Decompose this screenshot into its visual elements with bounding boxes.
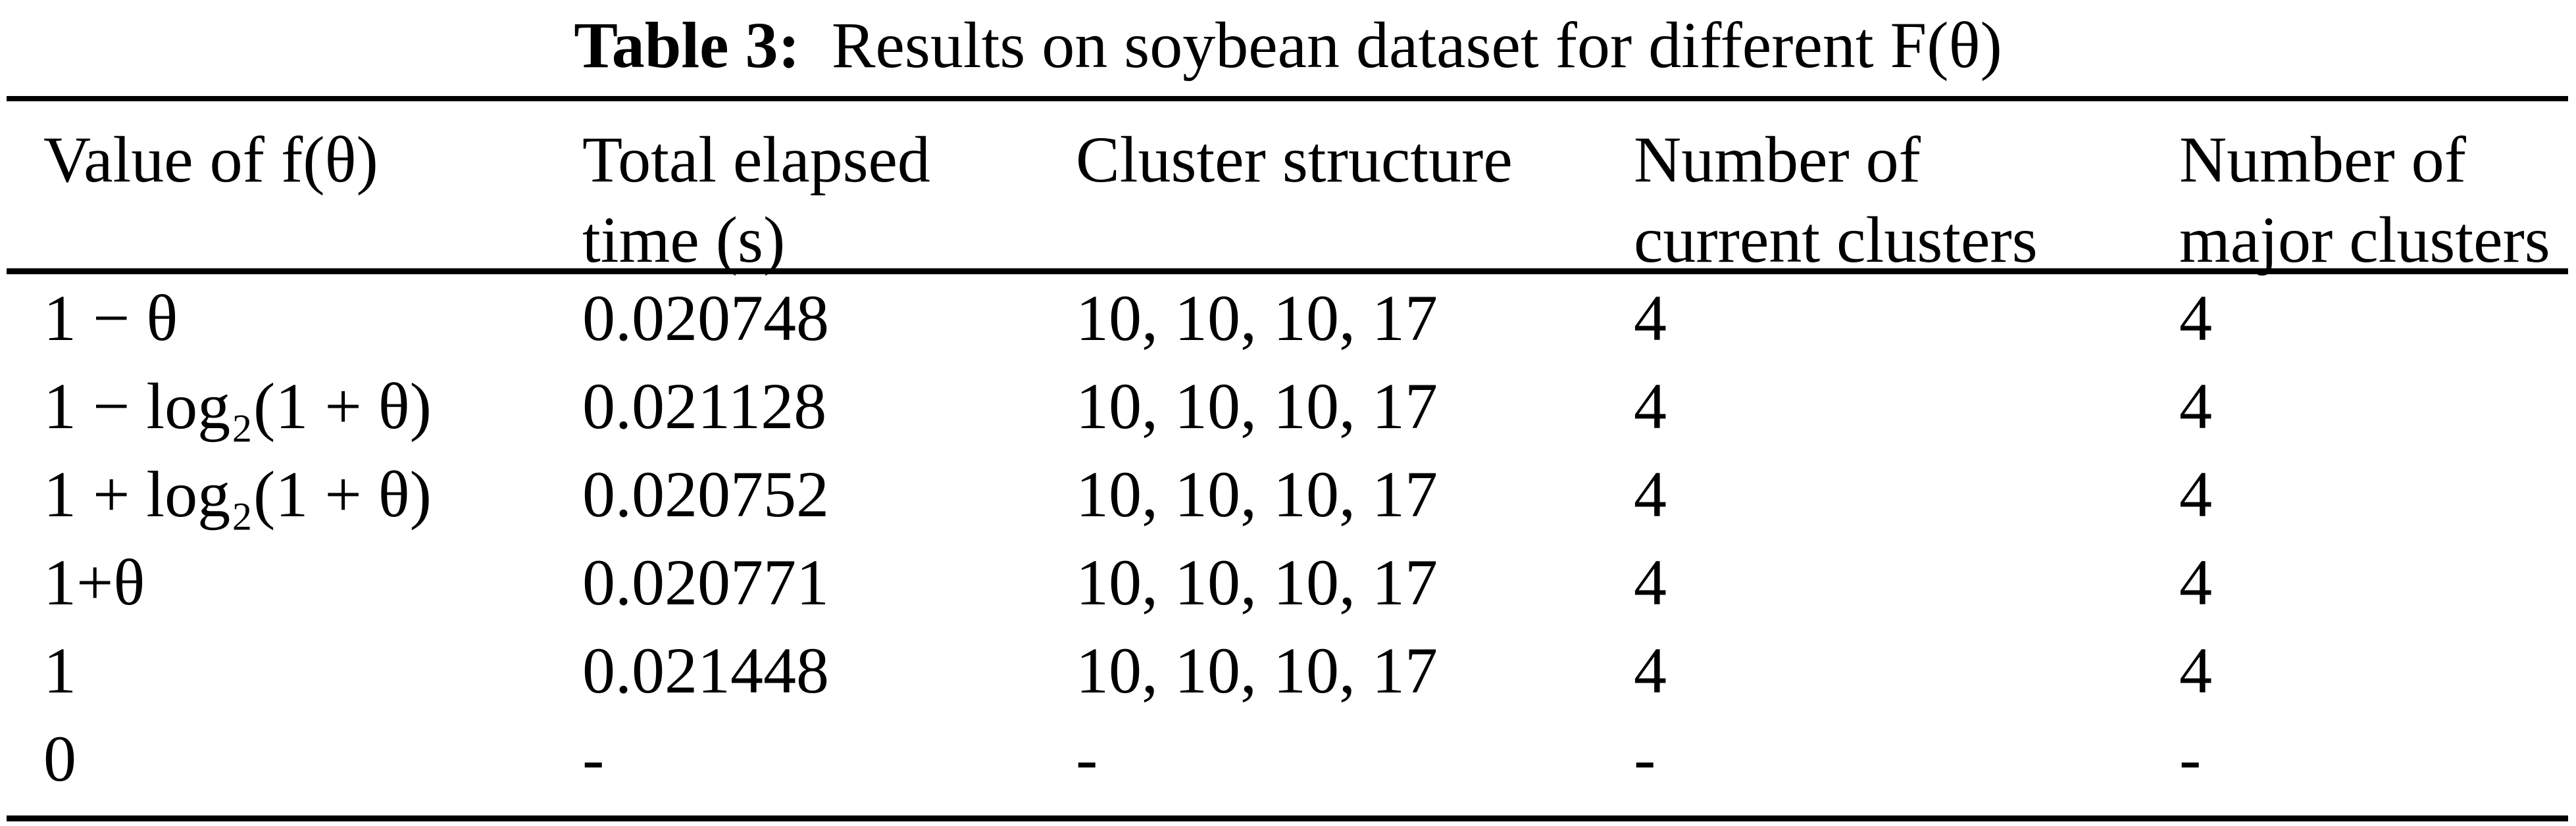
table-cell: 1+θ bbox=[43, 546, 145, 619]
table-cell: 4 bbox=[1634, 370, 1667, 443]
table-cell: 4 bbox=[2179, 634, 2212, 707]
table-cell: 0.021448 bbox=[582, 634, 829, 707]
table-caption-label: Table 3: bbox=[574, 9, 800, 82]
table-cell: 0.020771 bbox=[582, 546, 829, 619]
table-body: 1 − θ 0.020748 10, 10, 10, 17 4 4 1 − lo… bbox=[7, 274, 2568, 803]
column-header-cluster-structure: Cluster structure bbox=[1076, 123, 1513, 196]
table-cell: - bbox=[1634, 722, 1656, 795]
table-cell: 0.021128 bbox=[582, 370, 827, 443]
column-header-f-theta: Value of f(θ) bbox=[43, 123, 378, 196]
table-header-row: Value of f(θ) Total elapsed time (s) Clu… bbox=[7, 101, 2568, 276]
table-cell: 0.020752 bbox=[582, 458, 829, 531]
table-caption: Table 3: Results on soybean dataset for d… bbox=[0, 0, 2576, 91]
table-cell: 1 − θ bbox=[43, 281, 178, 354]
column-header-elapsed-time: Total elapsed time (s) bbox=[582, 123, 930, 276]
table-cell: 1 bbox=[43, 634, 76, 707]
table-cell: 4 bbox=[2179, 546, 2212, 619]
table-cell: 4 bbox=[1634, 281, 1667, 354]
table-cell: 10, 10, 10, 17 bbox=[1076, 546, 1438, 619]
table-cell: 0 bbox=[43, 722, 76, 795]
table-caption-text: Results on soybean dataset for different… bbox=[831, 9, 2002, 82]
table-cell: 10, 10, 10, 17 bbox=[1076, 281, 1438, 354]
table-cell: 1 + log₂(1 + θ) bbox=[43, 458, 432, 531]
table-cell: 10, 10, 10, 17 bbox=[1076, 634, 1438, 707]
table-cell: 4 bbox=[2179, 458, 2212, 531]
table-cell: 4 bbox=[1634, 546, 1667, 619]
table-header-rule bbox=[7, 268, 2568, 274]
table-cell: 4 bbox=[1634, 458, 1667, 531]
column-header-major-clusters: Number of major clusters bbox=[2179, 123, 2550, 276]
table-cell: 10, 10, 10, 17 bbox=[1076, 458, 1438, 531]
column-header-current-clusters: Number of current clusters bbox=[1634, 123, 2038, 276]
table-cell: 4 bbox=[2179, 281, 2212, 354]
table-cell: 4 bbox=[2179, 370, 2212, 443]
table-top-rule bbox=[7, 96, 2568, 101]
table-bottom-rule bbox=[7, 815, 2568, 821]
table-cell: - bbox=[1076, 722, 1098, 795]
table-cell: - bbox=[582, 722, 605, 795]
table-cell: 10, 10, 10, 17 bbox=[1076, 370, 1438, 443]
table-cell: 0.020748 bbox=[582, 281, 829, 354]
table-cell: - bbox=[2179, 722, 2202, 795]
table-cell: 1 − log₂(1 + θ) bbox=[43, 370, 432, 443]
table-cell: 4 bbox=[1634, 634, 1667, 707]
